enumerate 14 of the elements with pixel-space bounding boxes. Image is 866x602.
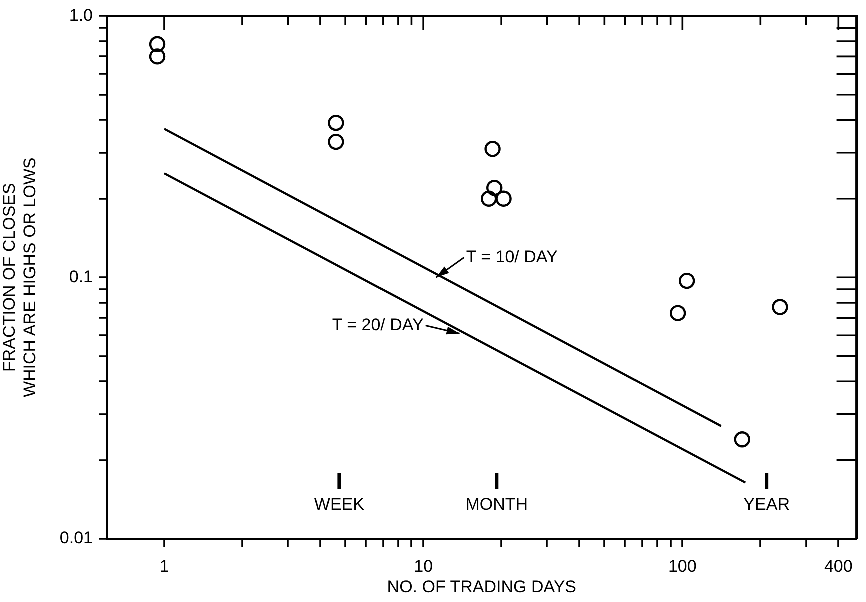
x-tick-label: 1 xyxy=(160,556,170,576)
y-tick-label: 0.01 xyxy=(60,528,93,548)
x-tick-label: 100 xyxy=(668,556,697,576)
x-tick-label: 400 xyxy=(824,556,853,576)
annotation: WEEK xyxy=(314,495,366,514)
annotation: MONTH xyxy=(466,495,528,514)
y-axis-title: FRACTION OF CLOSES WHICH ARE HIGHS OR LOWS xyxy=(0,158,40,398)
annotation: T = 20/ DAY xyxy=(332,315,424,334)
x-axis-title: NO. OF TRADING DAYS xyxy=(387,577,577,596)
annotation: YEAR xyxy=(744,495,790,514)
annotation: T = 10/ DAY xyxy=(466,247,558,266)
y-tick-label: 0.1 xyxy=(69,267,93,286)
y-tick-label: 1.0 xyxy=(69,6,93,25)
x-tick-label: 10 xyxy=(414,556,434,576)
